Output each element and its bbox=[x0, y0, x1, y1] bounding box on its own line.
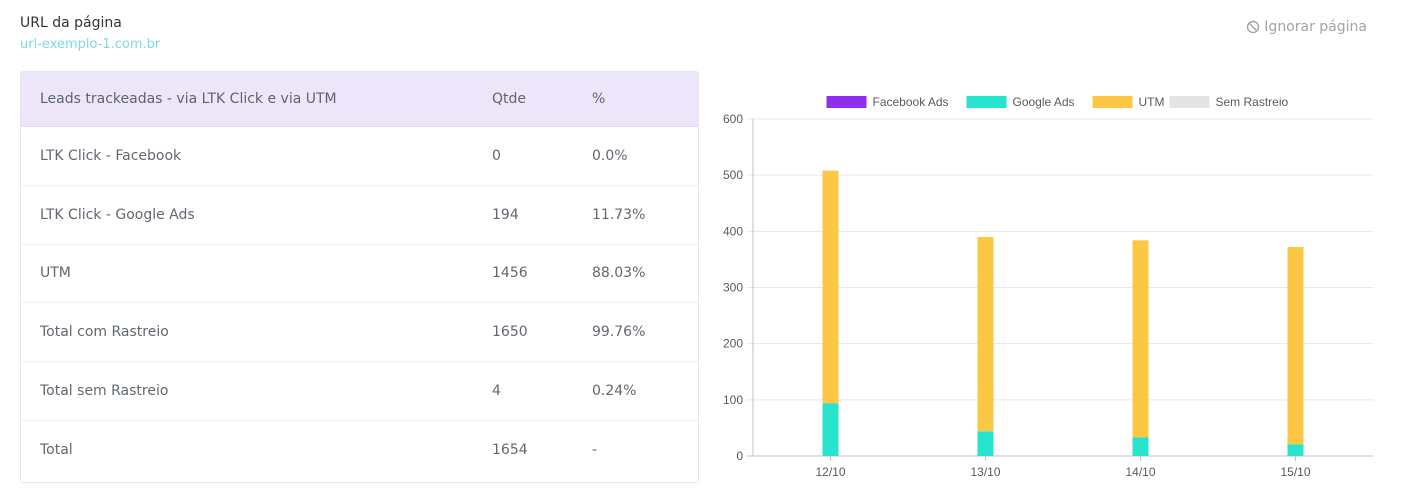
x-tick-label: 15/10 bbox=[1280, 465, 1310, 479]
legend-label: Google Ads bbox=[1013, 95, 1075, 109]
bar-segment bbox=[822, 170, 839, 404]
stacked-bar-chart: 0 100 200 300 400 500 600 12/10 13/10 14/10 15/10 F… bbox=[723, 95, 1373, 479]
y-tick-label: 600 bbox=[723, 112, 743, 126]
legend-swatch bbox=[966, 96, 1007, 108]
row-percent: 99.76% bbox=[592, 324, 646, 341]
row-label: Total sem Rastreio bbox=[40, 383, 169, 400]
table-row: Total com Rastreio 1650 99.76% bbox=[21, 303, 698, 363]
row-percent: - bbox=[592, 442, 598, 459]
row-qtde: 1654 bbox=[492, 442, 528, 459]
row-percent: 0.0% bbox=[592, 147, 628, 164]
table-row: Total 1654 - bbox=[21, 421, 698, 480]
col-header-percent: % bbox=[592, 91, 606, 107]
y-tick-label: 200 bbox=[723, 337, 743, 351]
y-tick-label: 100 bbox=[723, 393, 743, 407]
row-qtde: 194 bbox=[492, 206, 519, 223]
col-header-qtde: Qtde bbox=[492, 91, 527, 107]
page-url-link[interactable]: url-exemplo-1.com.br bbox=[20, 37, 161, 52]
col-header-source: Leads trackeadas - via LTK Click e via U… bbox=[40, 91, 337, 107]
x-tick-label: 13/10 bbox=[970, 465, 1000, 479]
y-tick-label: 300 bbox=[723, 281, 743, 295]
legend-swatch bbox=[1169, 96, 1210, 108]
legend-swatch bbox=[1092, 96, 1133, 108]
ignore-page-label: Ignorar página bbox=[1264, 19, 1367, 35]
x-tick-label: 12/10 bbox=[815, 465, 845, 479]
page-header: URL da página url-exemplo-1.com.br bbox=[20, 14, 160, 53]
row-label: Total com Rastreio bbox=[40, 324, 169, 341]
row-percent: 0.24% bbox=[592, 383, 637, 400]
row-label: UTM bbox=[40, 265, 71, 282]
table-row: LTK Click - Facebook 0 0.0% bbox=[21, 127, 698, 186]
y-tick-label: 0 bbox=[736, 449, 743, 463]
ban-icon bbox=[1247, 20, 1260, 34]
row-percent: 11.73% bbox=[592, 206, 646, 223]
row-label: Total bbox=[40, 442, 73, 459]
table-row: UTM 1456 88.03% bbox=[21, 245, 698, 304]
bar-segment bbox=[1287, 444, 1304, 456]
x-tick-label: 14/10 bbox=[1125, 465, 1155, 479]
row-label: LTK Click - Google Ads bbox=[40, 206, 195, 223]
ignore-page-button[interactable]: Ignorar página bbox=[1246, 19, 1367, 35]
y-tick-label: 400 bbox=[723, 224, 743, 238]
bar-segment bbox=[822, 403, 839, 456]
page-title: URL da página bbox=[20, 15, 122, 31]
y-tick-label: 500 bbox=[723, 168, 743, 182]
bar-segment bbox=[1287, 247, 1304, 445]
row-qtde: 0 bbox=[492, 147, 501, 164]
legend-label: UTM bbox=[1139, 95, 1165, 109]
table-header-row: Leads trackeadas - via LTK Click e via U… bbox=[21, 72, 698, 127]
legend-label: Facebook Ads bbox=[873, 95, 949, 109]
bar-segment bbox=[1132, 240, 1149, 438]
row-label: LTK Click - Facebook bbox=[40, 147, 182, 164]
leads-table: Leads trackeadas - via LTK Click e via U… bbox=[20, 71, 699, 483]
leads-chart: 0 100 200 300 400 500 600 12/10 13/10 14/10 15/10 F… bbox=[715, 88, 1385, 488]
row-qtde: 1650 bbox=[492, 324, 528, 341]
row-qtde: 4 bbox=[492, 383, 501, 400]
row-percent: 88.03% bbox=[592, 265, 646, 282]
row-qtde: 1456 bbox=[492, 265, 528, 282]
table-row: LTK Click - Google Ads 194 11.73% bbox=[21, 186, 698, 245]
legend-label: Sem Rastreio bbox=[1216, 95, 1289, 109]
legend-swatch bbox=[826, 96, 867, 108]
bar-segment bbox=[977, 236, 994, 432]
table-row: Total sem Rastreio 4 0.24% bbox=[21, 362, 698, 421]
bar-segment bbox=[977, 431, 994, 456]
bar-segment bbox=[1132, 437, 1149, 456]
